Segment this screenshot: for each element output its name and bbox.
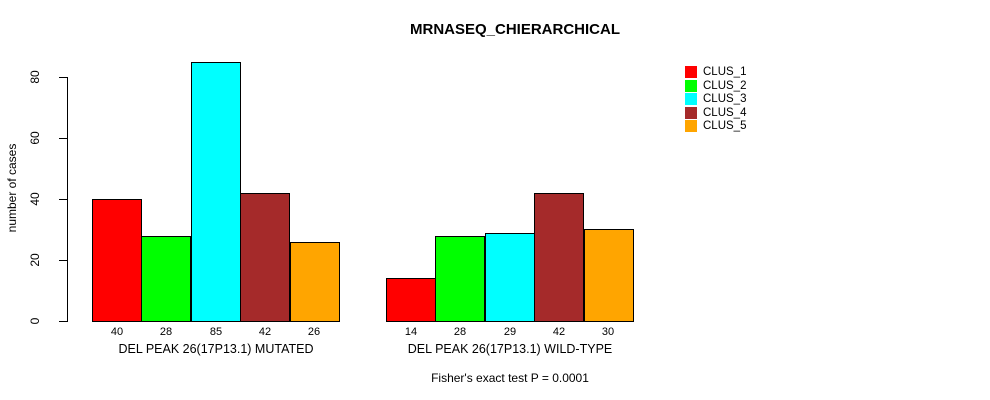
y-tick-label: 40: [28, 192, 42, 206]
bar-value-label: 28: [159, 326, 173, 338]
legend-swatch: [685, 120, 697, 132]
x-axis-group-label: DEL PEAK 26(17P13.1) MUTATED: [118, 342, 314, 356]
bar-value-label: 42: [552, 326, 566, 338]
legend-swatch: [685, 80, 697, 92]
bar[interactable]: [290, 242, 340, 322]
legend-label: CLUS_3: [703, 93, 747, 105]
bar[interactable]: [386, 278, 436, 322]
bar-value-label: 40: [110, 326, 124, 338]
legend-swatch: [685, 66, 697, 78]
bar[interactable]: [191, 62, 241, 322]
bar[interactable]: [534, 193, 584, 322]
y-axis-line: [67, 77, 68, 322]
y-tick-label: 20: [28, 253, 42, 267]
stat-test-footer: Fisher's exact test P = 0.0001: [431, 371, 589, 385]
y-tick-mark: [59, 199, 67, 200]
chart-title: MRNASEQ_CHIERARCHICAL: [409, 21, 621, 38]
legend-label: CLUS_5: [703, 120, 747, 132]
bar-value-label: 29: [503, 326, 517, 338]
legend-label: CLUS_1: [703, 66, 747, 78]
bar-value-label: 30: [601, 326, 615, 338]
y-tick-mark: [59, 138, 67, 139]
legend-swatch: [685, 107, 697, 119]
y-tick-label: 0: [28, 317, 42, 325]
y-tick-label: 60: [28, 131, 42, 145]
y-tick-label: 80: [28, 70, 42, 84]
bar-value-label: 14: [404, 326, 418, 338]
bar[interactable]: [92, 199, 142, 322]
bar[interactable]: [141, 236, 191, 322]
legend-swatch: [685, 93, 697, 105]
bar-value-label: 26: [307, 326, 321, 338]
bar[interactable]: [435, 236, 485, 322]
y-tick-mark: [59, 321, 67, 322]
y-tick-mark: [59, 77, 67, 78]
y-tick-mark: [59, 260, 67, 261]
bar[interactable]: [240, 193, 290, 322]
bar-value-label: 28: [453, 326, 467, 338]
bar-value-label: 42: [258, 326, 272, 338]
legend-label: CLUS_4: [703, 107, 747, 119]
bar-value-label: 85: [209, 326, 223, 338]
x-axis-group-label: DEL PEAK 26(17P13.1) WILD-TYPE: [407, 342, 613, 356]
bar[interactable]: [485, 233, 535, 322]
bar[interactable]: [584, 229, 634, 322]
legend-label: CLUS_2: [703, 80, 747, 92]
y-axis-title: number of cases: [5, 143, 19, 233]
